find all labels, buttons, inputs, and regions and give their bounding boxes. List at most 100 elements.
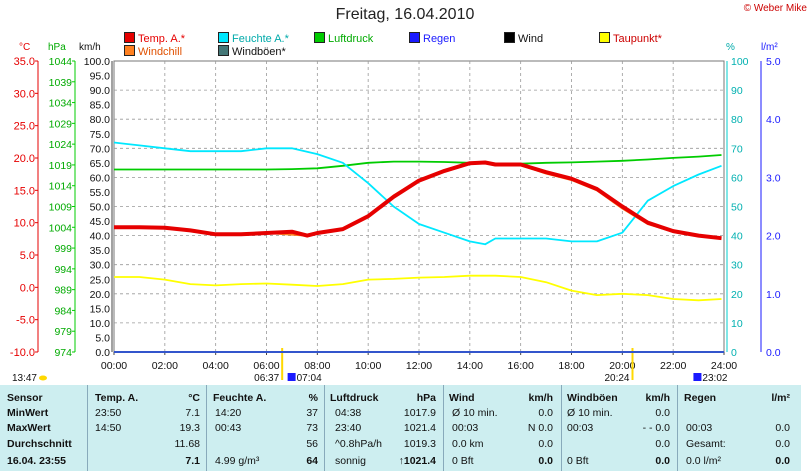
chart-canvas: 35.0 30.0 25.0 20.0 15.0 10.0 5.0 0.0 -5.0 -10.0 1…: [10, 56, 781, 384]
rain-label: 00:03: [686, 422, 713, 434]
legend-wind: Wind: [504, 32, 543, 45]
temp-tick-label: 30.0: [14, 88, 35, 100]
kmh-tick-label: 85.0: [90, 100, 111, 112]
humidity-time: 00:43: [215, 422, 242, 434]
rain-value: 0.0: [775, 455, 790, 467]
rain-tick-label: 5.0: [766, 56, 781, 68]
legend-dewpoint: Taupunkt*: [599, 32, 662, 45]
humidity-time: 4.99 g/m³: [215, 455, 260, 467]
wind-label: 0 Bft: [452, 455, 474, 467]
temp-value: 19.3: [179, 422, 200, 434]
kmh-tick-label: 35.0: [90, 245, 111, 257]
temp-tick-label: 20.0: [14, 153, 35, 165]
time-tick-label: 12:00: [406, 360, 432, 372]
moonrise-icon: [287, 373, 296, 381]
pct-tick-label: 90: [731, 85, 743, 97]
header-humidity-unit: %: [308, 392, 318, 404]
kmh-tick-label: 30.0: [90, 260, 111, 272]
rain-tick-label: 2.0: [766, 231, 781, 243]
time-tick-label: 20:00: [609, 360, 635, 372]
kmh-tick-label: 70.0: [90, 143, 111, 155]
header-gusts-unit: km/h: [645, 392, 670, 404]
pct-tick-label: 80: [731, 114, 743, 126]
temp-tick-label: 0.0: [20, 282, 35, 294]
pct-tick-label: 60: [731, 172, 743, 184]
hpa-tick-label: 994: [54, 264, 72, 276]
legend-windchill: Windchill: [124, 45, 182, 58]
kmh-tick-label: 60.0: [90, 172, 111, 184]
now-marker: [39, 375, 47, 381]
header-temp-unit: °C: [188, 392, 200, 404]
kmh-tick-label: 20.0: [90, 289, 111, 301]
wind-value: N 0.0: [527, 422, 553, 434]
header-rain-unit: l/m²: [771, 392, 790, 404]
hpa-tick-label: 1029: [49, 118, 73, 130]
header-temp: Temp. A.: [95, 392, 139, 404]
pct-tick-label: 70: [731, 143, 743, 155]
wind-label: 00:03: [452, 422, 479, 434]
series-line-feuchte-a-: [113, 141, 722, 246]
pct-tick-label: 30: [731, 260, 743, 272]
moonrise-label: 07:04: [297, 373, 322, 384]
wind-label: Ø 10 min.: [452, 407, 498, 419]
temp-value: 7.1: [185, 455, 200, 467]
hpa-tick-label: 1019: [49, 160, 73, 172]
hpa-tick-label: 989: [54, 285, 72, 297]
kmh-tick-label: 10.0: [90, 318, 111, 330]
hpa-tick-label: 1034: [49, 98, 73, 110]
pct-tick-label: 100: [731, 56, 749, 68]
kmh-tick-label: 80.0: [90, 114, 111, 126]
hpa-tick-label: 1039: [49, 77, 73, 89]
humidity-value: 37: [306, 407, 318, 419]
humidity-value: 73: [306, 422, 318, 434]
temp-tick-label: 15.0: [14, 185, 35, 197]
temp-tick-label: 5.0: [20, 250, 35, 262]
time-tick-label: 18:00: [558, 360, 584, 372]
humidity-value: 56: [306, 438, 318, 450]
header-humidity: Feuchte A.: [213, 392, 267, 404]
gust-value: - - 0.0: [642, 422, 670, 434]
wind-label: 0.0 km: [452, 438, 484, 450]
time-tick-label: 10:00: [355, 360, 381, 372]
temp-tick-label: 25.0: [14, 121, 35, 133]
rain-tick-label: 3.0: [766, 172, 781, 184]
time-tick-label: 22:00: [660, 360, 686, 372]
rain-unit: l/m²: [761, 42, 778, 53]
kmh-tick-label: 90.0: [90, 85, 111, 97]
wind-value: 0.0: [538, 438, 553, 450]
kmh-tick-label: 45.0: [90, 216, 111, 228]
temp-value: 11.68: [174, 438, 201, 450]
row-label: Durchschnitt: [7, 438, 72, 450]
header-sensor: Sensor: [7, 392, 43, 404]
hpa-tick-label: 1004: [49, 222, 73, 234]
chart-title: Freitag, 16.04.2010: [335, 6, 475, 23]
kmh-tick-label: 5.0: [95, 332, 110, 344]
time-tick-label: 08:00: [304, 360, 330, 372]
temp-time: 14:50: [95, 422, 122, 434]
time-tick-label: 04:00: [203, 360, 229, 372]
temp-tick-label: -5.0: [16, 315, 35, 327]
rain-value: 0.0: [775, 438, 790, 450]
legend-rain: Regen: [409, 32, 455, 45]
temp-tick-label: 10.0: [14, 218, 35, 230]
kmh-tick-label: 0.0: [95, 347, 110, 359]
pressure-time: 04:38: [335, 407, 362, 419]
pressure-time: sonnig: [335, 455, 366, 467]
rain-tick-label: 0.0: [766, 347, 781, 359]
gust-value: 0.0: [655, 438, 670, 450]
temp-tick-label: -10.0: [10, 347, 35, 359]
pct-tick-label: 10: [731, 318, 743, 330]
gust-label: 0 Bft: [567, 455, 589, 467]
kmh-tick-label: 95.0: [90, 71, 111, 83]
pct-unit: %: [726, 42, 735, 53]
kmh-tick-label: 15.0: [90, 303, 111, 315]
time-tick-label: 02:00: [152, 360, 178, 372]
moonset-label: 23:02: [702, 373, 727, 384]
wind-value: 0.0: [538, 455, 553, 467]
wind-value: 0.0: [538, 407, 553, 419]
pressure-value: ↑1021.4: [398, 455, 436, 467]
hpa-tick-label: 1009: [49, 202, 73, 214]
kmh-tick-label: 55.0: [90, 187, 111, 199]
gust-value: 0.0: [655, 407, 670, 419]
pct-tick-label: 0: [731, 347, 737, 359]
